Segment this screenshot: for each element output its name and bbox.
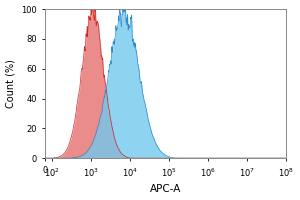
Y-axis label: Count (%): Count (%) <box>6 59 16 108</box>
X-axis label: APC-A: APC-A <box>150 184 182 194</box>
